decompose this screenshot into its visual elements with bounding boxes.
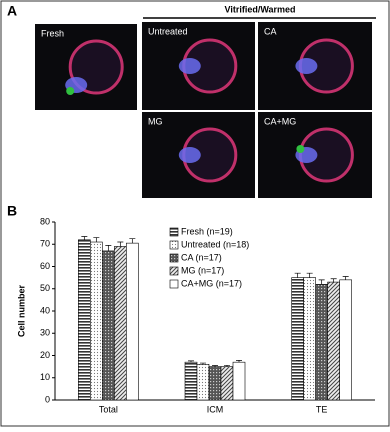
bar: [126, 242, 139, 401]
legend-label: CA (n=17): [181, 252, 222, 262]
nucleus: [178, 58, 201, 74]
error-bar: [294, 272, 301, 278]
bar: [102, 250, 115, 401]
error-bar: [236, 360, 242, 363]
bar: [339, 279, 352, 401]
error-bar: [306, 272, 313, 278]
y-tick-label: 30: [40, 328, 50, 338]
y-tick-label: 50: [40, 283, 50, 293]
bar: [327, 281, 340, 401]
image-label: CA+MG: [264, 116, 296, 126]
legend-label: MG (n=17): [181, 265, 224, 275]
nucleus: [295, 58, 318, 74]
bar: [196, 364, 210, 401]
bar: [232, 361, 246, 401]
nucleus: [178, 147, 201, 163]
legend-swatch: [169, 253, 179, 263]
bar: [220, 366, 234, 401]
error-bar: [117, 241, 124, 247]
bar: [208, 366, 222, 401]
x-tick-label: TE: [316, 404, 328, 414]
legend-label: Fresh (n=19): [181, 226, 233, 236]
bar: [184, 361, 198, 401]
group-label: Vitrified/Warmed: [224, 4, 295, 14]
error-bar: [93, 237, 100, 243]
error-bar: [188, 360, 194, 363]
error-bar: [212, 365, 218, 367]
panel-label: A: [7, 3, 17, 19]
y-tick-label: 80: [40, 216, 50, 226]
micrographs: Fresh Untreated CA MG CA+MG: [35, 22, 372, 198]
legend-label: Untreated (n=18): [181, 239, 249, 249]
bar: [291, 277, 304, 401]
error-bar: [330, 278, 337, 283]
bar: [315, 283, 328, 401]
bar: [114, 246, 127, 401]
bar: [303, 277, 316, 401]
legend-swatch: [169, 240, 179, 250]
y-tick-label: 20: [40, 350, 50, 360]
bar: [90, 241, 103, 401]
panel-label: B: [7, 203, 17, 219]
error-bar: [129, 238, 136, 244]
image-label: MG: [148, 116, 163, 126]
marker: [296, 145, 305, 153]
error-bar: [81, 236, 88, 240]
y-tick-label: 0: [45, 394, 50, 404]
marker: [66, 87, 75, 95]
y-axis-label: Cell number: [16, 285, 26, 338]
error-bar: [105, 245, 112, 251]
image-label: Fresh: [41, 28, 64, 38]
legend-swatch: [169, 266, 179, 276]
image-label: CA: [264, 26, 277, 36]
y-tick-label: 70: [40, 239, 50, 249]
error-bar: [318, 279, 325, 285]
y-tick-label: 40: [40, 305, 50, 315]
x-tick-label: Total: [99, 404, 118, 414]
error-bar: [342, 276, 349, 280]
legend-swatch: [169, 279, 179, 289]
image-label: Untreated: [148, 26, 188, 36]
error-bar: [200, 362, 206, 365]
legend-swatch: [169, 227, 179, 237]
y-tick-label: 60: [40, 261, 50, 271]
x-tick-label: ICM: [207, 404, 224, 414]
bar: [78, 239, 91, 401]
legend-label: CA+MG (n=17): [181, 278, 242, 288]
y-tick-label: 10: [40, 372, 50, 382]
error-bar: [224, 364, 230, 367]
